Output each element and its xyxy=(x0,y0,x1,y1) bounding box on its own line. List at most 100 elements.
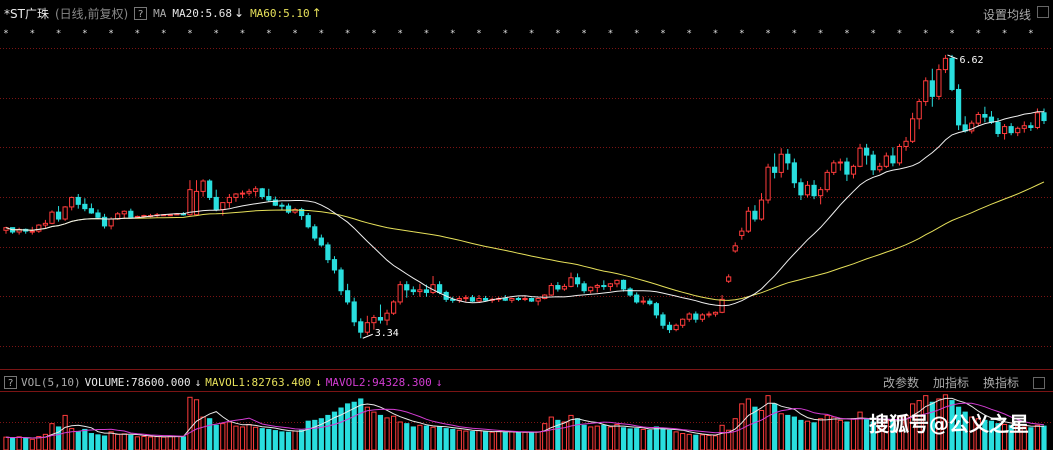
volume-bar-up xyxy=(758,409,765,450)
ma-settings-button[interactable]: 设置均线 xyxy=(982,8,1031,22)
help-icon[interactable]: ? xyxy=(134,6,148,20)
candle-up xyxy=(673,324,679,331)
volume-bar-up xyxy=(108,431,114,450)
candle-up xyxy=(476,297,482,302)
volume-bar-up xyxy=(397,421,403,450)
volume-bar-up xyxy=(804,420,811,450)
volume-corner-control[interactable] xyxy=(1033,377,1045,389)
candle-up xyxy=(588,286,594,292)
volume-bar-up xyxy=(233,425,239,450)
candle-up xyxy=(680,318,686,326)
candle-down xyxy=(312,226,318,239)
volume-bar-down xyxy=(82,428,88,450)
candle-down xyxy=(351,301,357,323)
candle-down xyxy=(627,288,633,296)
volume-bar-down xyxy=(962,411,968,450)
candle-down xyxy=(785,153,791,164)
volume-bar-down xyxy=(844,421,850,450)
event-marker: * xyxy=(897,29,902,39)
volume-bar-up xyxy=(292,430,298,450)
volume-bar-down xyxy=(574,418,581,450)
candle-up xyxy=(187,189,193,216)
low-pointer xyxy=(362,333,373,339)
candle-up xyxy=(568,277,574,287)
candle-up xyxy=(824,171,830,191)
event-marker: * xyxy=(792,29,797,39)
volume-bar-up xyxy=(680,433,686,450)
volume-bar-up xyxy=(765,395,771,450)
candle-up xyxy=(614,279,620,285)
volume-bar-down xyxy=(660,428,666,450)
volume-bar-down xyxy=(995,423,1001,450)
candle-down xyxy=(1028,125,1034,128)
candle-up xyxy=(818,189,824,197)
event-marker: * xyxy=(371,29,376,39)
volume-bar-up xyxy=(818,418,824,450)
candle-up xyxy=(121,210,127,215)
candle-down xyxy=(279,204,285,207)
volume-bar-up xyxy=(489,431,495,450)
candle-up xyxy=(883,155,889,167)
volume-bar-down xyxy=(55,426,62,450)
volume-title: VOL(5,10) xyxy=(21,375,81,389)
candle-down xyxy=(798,182,804,196)
volume-bar-up xyxy=(568,414,574,450)
candle-up xyxy=(226,196,232,204)
volume-bar-up xyxy=(391,415,397,450)
panel-corner-control[interactable] xyxy=(1037,6,1049,18)
volume-bar-down xyxy=(436,426,443,450)
volume-bar-down xyxy=(266,428,272,450)
event-marker: * xyxy=(450,29,455,39)
volume-bar-up xyxy=(253,426,259,450)
candle-up xyxy=(804,184,811,196)
candle-up xyxy=(936,69,942,97)
volume-bar-up xyxy=(141,435,147,450)
volume-bar-down xyxy=(450,428,456,450)
volume-bar-up xyxy=(115,433,121,450)
add-indicator-button[interactable]: 加指标 xyxy=(932,376,969,390)
candle-down xyxy=(752,210,758,220)
volume-bar-up xyxy=(910,403,916,450)
volume-bar-down xyxy=(601,424,607,450)
candle-down xyxy=(259,188,265,198)
candle-down xyxy=(811,184,817,197)
volume-bar-up xyxy=(239,426,246,450)
candle-down xyxy=(75,196,81,205)
volume-bar-down xyxy=(528,432,535,450)
event-marker: * xyxy=(660,29,665,39)
candle-up xyxy=(364,322,370,333)
event-marker: * xyxy=(634,29,639,39)
ma60-line xyxy=(5,181,1045,301)
candle-up xyxy=(739,230,745,236)
candle-up xyxy=(778,153,784,173)
volume-bar-down xyxy=(213,424,219,450)
candle-up xyxy=(903,140,909,147)
candle-up xyxy=(548,285,554,296)
volume-bar-down xyxy=(581,424,587,450)
candle-up xyxy=(522,297,528,300)
candle-up xyxy=(1001,126,1008,135)
switch-indicator-button[interactable]: 换指标 xyxy=(982,376,1019,390)
volume-bar-down xyxy=(666,429,673,450)
candle-down xyxy=(404,284,410,291)
volume-bar-down xyxy=(207,418,213,450)
volume-bar-up xyxy=(430,426,436,450)
candle-up xyxy=(712,311,719,315)
candle-down xyxy=(82,203,88,210)
candle-up xyxy=(699,314,705,320)
volume-bar-up xyxy=(831,416,837,450)
event-marker: * xyxy=(424,29,429,39)
candle-up xyxy=(758,199,765,220)
volume-bar-up xyxy=(364,406,370,450)
candle-up xyxy=(877,165,883,171)
candle-down xyxy=(528,297,535,302)
event-marker: * xyxy=(240,29,245,39)
volume-help-icon[interactable]: ? xyxy=(4,375,17,389)
candle-down xyxy=(620,279,627,290)
ma60-value: MA60:5.10 xyxy=(250,6,310,20)
candle-down xyxy=(469,297,476,302)
mavol1-arrow-icon: ↓ xyxy=(315,375,322,389)
volume-buttons: 改参数 加指标 换指标 xyxy=(869,374,1045,391)
volume-bar-up xyxy=(200,416,206,450)
edit-params-button[interactable]: 改参数 xyxy=(882,376,919,390)
